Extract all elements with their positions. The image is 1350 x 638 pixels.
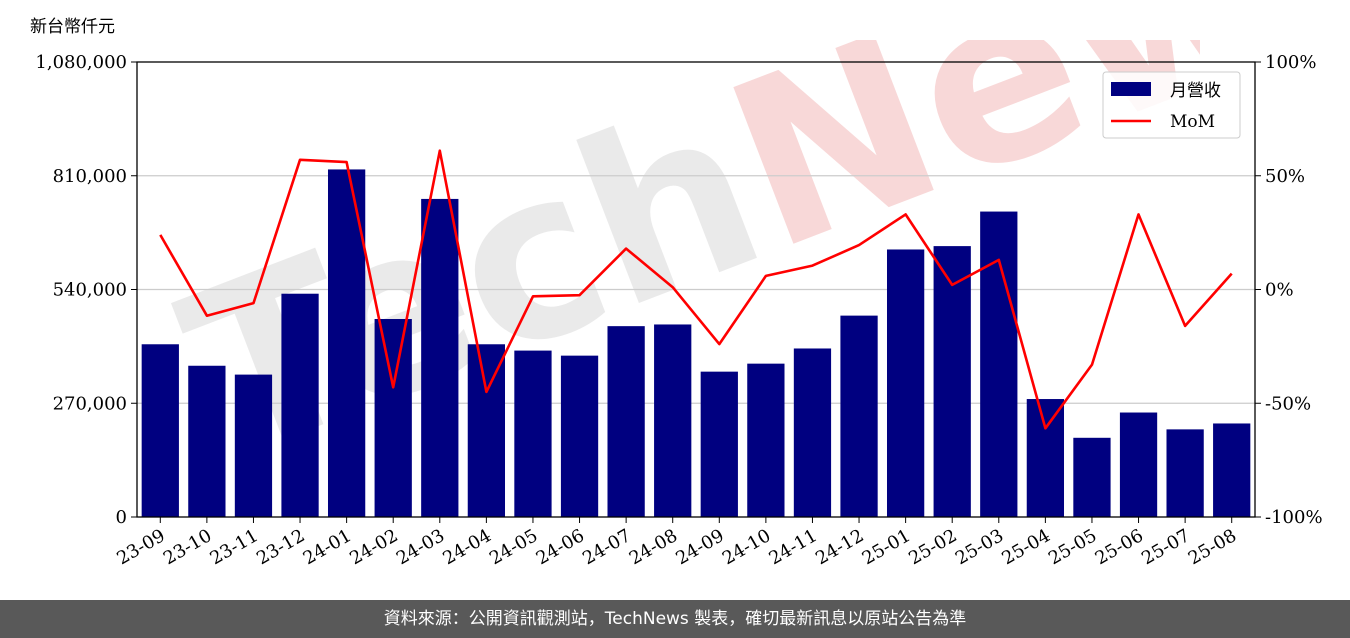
x-tick-label: 25-02	[905, 525, 960, 569]
x-tick-label: 23-10	[160, 525, 215, 569]
bar-23-10	[188, 365, 226, 517]
bar-24-12	[840, 315, 878, 517]
bar-24-11	[793, 348, 832, 517]
source-footer: 資料來源：公開資訊觀測站，TechNews 製表，確切最新訊息以原站公告為準	[0, 600, 1350, 638]
legend-label-line: MoM	[1170, 112, 1215, 132]
bar-24-03	[421, 198, 459, 517]
bar-25-07	[1166, 429, 1204, 517]
y-right-tick-label: 50%	[1265, 166, 1305, 187]
y-right-tick-label: -100%	[1265, 507, 1323, 528]
bar-25-03	[980, 211, 1018, 517]
plot-frame	[136, 61, 1256, 518]
bar-25-08	[1213, 423, 1251, 517]
bar-23-11	[234, 374, 273, 517]
x-tick-label: 24-10	[719, 525, 774, 569]
x-tick-label: 24-09	[672, 525, 727, 569]
x-tick-label: 24-01	[300, 525, 355, 569]
bar-23-09	[141, 344, 179, 517]
x-tick-label: 24-12	[812, 525, 867, 569]
x-tick-label: 23-11	[207, 525, 262, 569]
bar-24-09	[700, 371, 738, 517]
x-tick-label: 25-04	[998, 525, 1053, 569]
y-left-tick-label: 270,000	[53, 393, 127, 414]
bar-24-04	[467, 344, 506, 517]
y-unit-label: 新台幣仟元	[30, 17, 115, 37]
y-left-tick-label: 1,080,000	[35, 52, 127, 73]
y-right-tick-label: 0%	[1265, 280, 1294, 301]
bar-25-06	[1119, 412, 1158, 517]
bar-25-02	[933, 246, 971, 517]
x-tick-label: 24-11	[766, 525, 821, 569]
bar-23-12	[281, 293, 319, 517]
x-tick-label: 25-07	[1138, 525, 1193, 569]
bar-25-04	[1026, 399, 1065, 517]
x-tick-label: 24-04	[439, 525, 494, 569]
bar-25-01	[886, 249, 925, 517]
y-left-tick-label: 0	[116, 507, 127, 528]
x-tick-label: 25-06	[1092, 525, 1147, 569]
x-tick-label: 24-02	[346, 525, 401, 569]
bar-24-02	[374, 318, 412, 517]
x-tick-label: 24-06	[533, 525, 588, 569]
x-tick-label: 24-05	[486, 525, 541, 569]
mom-line	[159, 149, 1233, 430]
chart: 新台幣仟元 0 270,000 540,000 810,000 1,080,000 -100…	[30, 17, 1323, 569]
bar-25-05	[1073, 437, 1111, 517]
y-right-tick-label: -50%	[1265, 393, 1311, 414]
x-tick-label: 24-03	[393, 525, 448, 569]
bar-24-06	[560, 355, 599, 517]
bar-24-10	[747, 363, 785, 517]
x-tick-label: 25-05	[1045, 525, 1100, 569]
x-tick-label: 24-08	[626, 525, 681, 569]
x-tick-label: 25-03	[952, 525, 1007, 569]
x-tick-label: 24-07	[579, 525, 634, 569]
bar-24-05	[514, 350, 552, 517]
x-tick-label: 23-09	[113, 525, 168, 569]
bar-24-07	[607, 326, 645, 517]
x-tick-label: 23-12	[253, 525, 308, 569]
bar-24-08	[654, 324, 692, 517]
legend-label-bars: 月營收	[1170, 81, 1221, 101]
x-tick-label: 25-01	[859, 525, 914, 569]
y-left-tick-label: 540,000	[53, 280, 127, 301]
x-tick-label: 25-08	[1185, 525, 1240, 569]
legend-swatch-bars	[1111, 82, 1151, 96]
y-left-tick-label: 810,000	[53, 166, 127, 187]
y-right-tick-label: 100%	[1265, 52, 1316, 73]
